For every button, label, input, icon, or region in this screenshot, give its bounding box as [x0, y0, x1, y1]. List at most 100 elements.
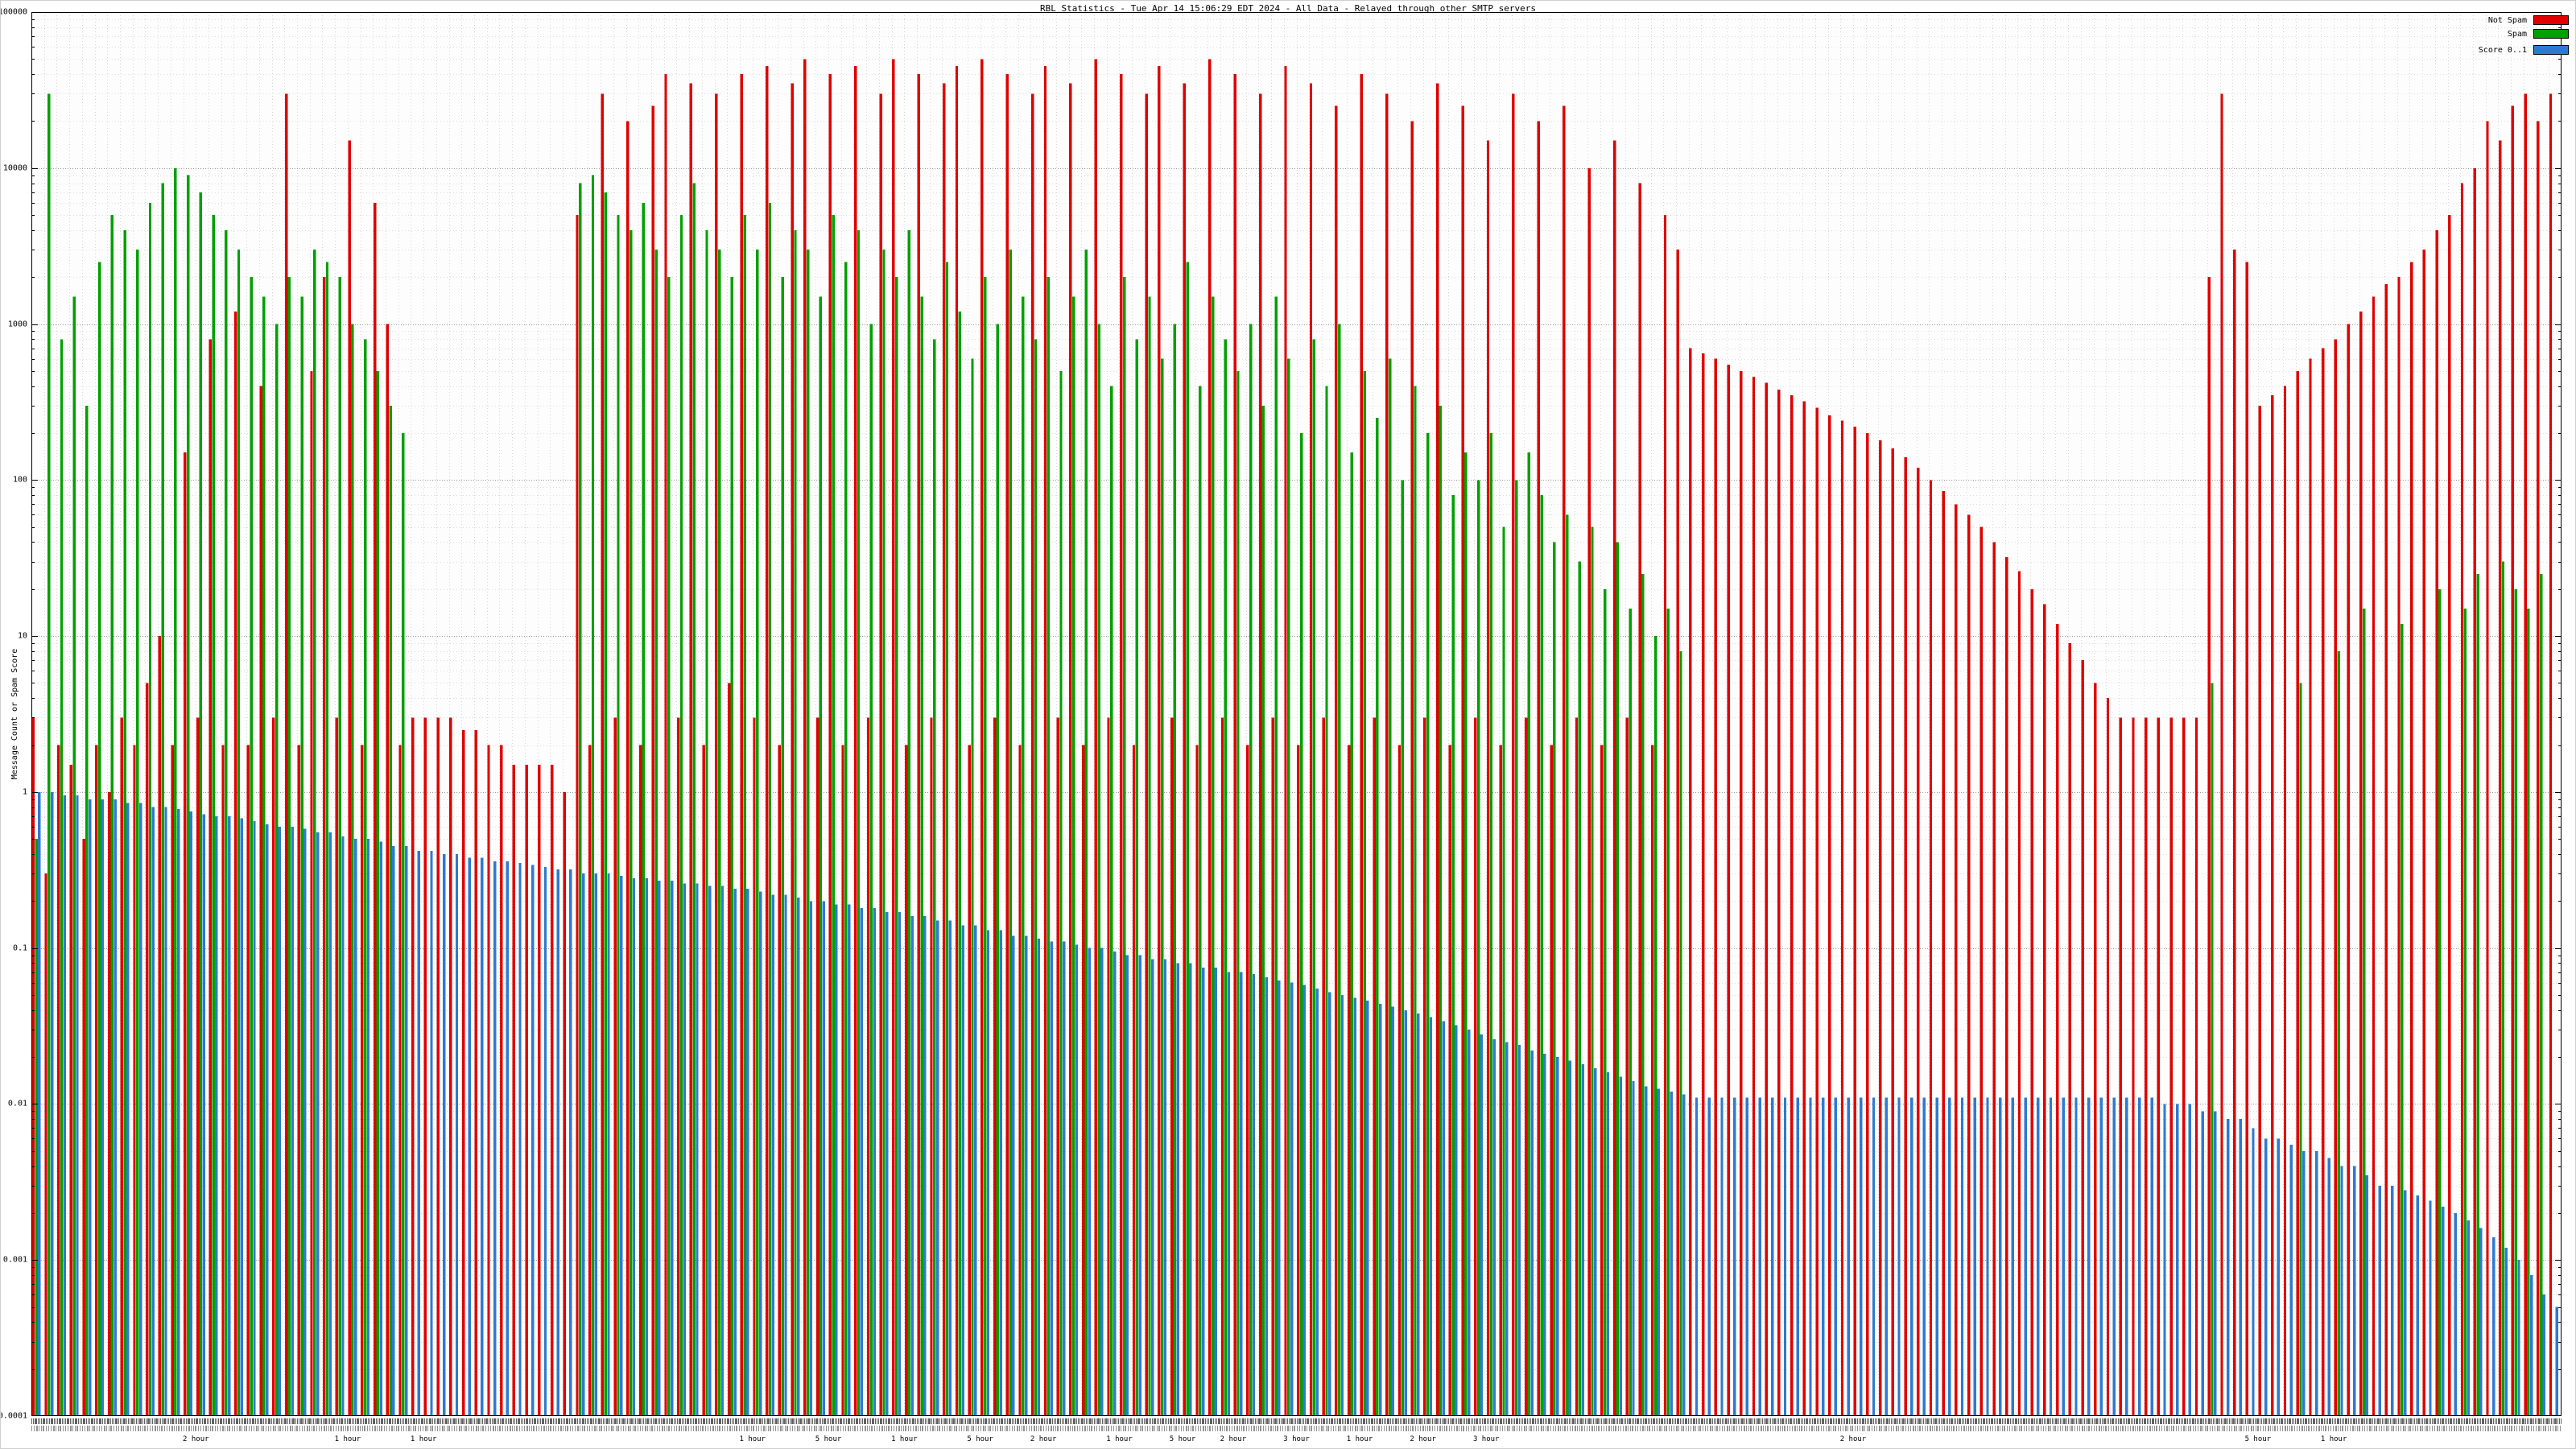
bar-spam	[1009, 250, 1012, 1416]
bar-score-0-1	[493, 861, 497, 1416]
bar-score-0-1	[2416, 1195, 2419, 1416]
bar-score-0-1	[1885, 1097, 1888, 1416]
legend-label-spam: Spam	[2507, 29, 2527, 39]
bar-spam	[262, 296, 266, 1416]
bar-spam	[2337, 650, 2340, 1416]
bar-spam	[983, 277, 987, 1416]
bar-score-0-1	[1758, 1097, 1761, 1416]
x-annotation-label: 1 hour	[1346, 1435, 1373, 1443]
bar-score-0-1	[443, 854, 446, 1416]
bar-spam	[402, 433, 405, 1416]
bar-not-spam	[145, 683, 149, 1416]
bar-score-0-1	[1720, 1097, 1724, 1416]
bar-spam	[1376, 418, 1379, 1416]
bar-spam	[2463, 608, 2467, 1416]
bar-spam	[136, 250, 139, 1416]
bar-score-0-1	[733, 888, 737, 1416]
bar-score-0-1	[2201, 1111, 2204, 1416]
bar-not-spam	[2258, 405, 2261, 1416]
bar-score-0-1	[1151, 959, 1154, 1416]
bar-score-0-1	[1771, 1097, 1774, 1416]
bar-spam	[199, 192, 203, 1416]
bar-spam	[1604, 588, 1607, 1416]
bar-score-0-1	[2099, 1097, 2103, 1416]
bar-spam	[1122, 277, 1126, 1416]
x-axis-label-band	[31, 1418, 2562, 1433]
bar-not-spam	[2321, 348, 2325, 1416]
bar-not-spam	[1929, 480, 1933, 1416]
bar-score-0-1	[847, 904, 851, 1416]
bar-score-0-1	[1227, 972, 1230, 1416]
bar-score-0-1	[986, 930, 990, 1416]
bar-not-spam	[2271, 394, 2274, 1416]
bar-not-spam	[2448, 215, 2451, 1416]
bar-not-spam	[702, 745, 705, 1416]
legend-item-spam: Spam	[2479, 29, 2569, 39]
bar-score-0-1	[670, 881, 674, 1416]
bar-spam	[97, 262, 101, 1416]
bar-not-spam	[1043, 66, 1047, 1416]
bar-not-spam	[2283, 386, 2287, 1416]
bar-score-0-1	[1530, 1051, 1534, 1416]
bar-score-0-1	[1935, 1097, 1938, 1416]
bar-not-spam	[968, 745, 971, 1416]
bar-spam	[1679, 650, 1682, 1416]
bar-not-spam	[1284, 66, 1287, 1416]
bar-score-0-1	[1265, 976, 1268, 1416]
x-axis-label-band-row-1	[31, 1418, 2562, 1424]
bar-not-spam	[2094, 683, 2097, 1416]
bar-not-spam	[2245, 262, 2249, 1416]
bar-not-spam	[398, 745, 402, 1416]
bar-score-0-1	[2087, 1097, 2091, 1416]
y-tick-label: 100	[12, 475, 27, 485]
bar-not-spam	[1777, 389, 1781, 1416]
bar-not-spam	[82, 839, 85, 1416]
bar-score-0-1	[1745, 1097, 1749, 1416]
bar-not-spam	[95, 745, 98, 1416]
x-annotation-label: 2 hour	[1839, 1435, 1867, 1443]
bar-score-0-1	[126, 803, 130, 1416]
bar-score-0-1	[1670, 1092, 1673, 1416]
bar-score-0-1	[481, 857, 484, 1416]
x-annotation-label: 1 hour	[334, 1435, 361, 1443]
bar-not-spam	[993, 717, 997, 1416]
bar-score-0-1	[379, 841, 382, 1416]
bar-not-spam	[2309, 358, 2312, 1416]
bar-not-spam	[2549, 93, 2553, 1416]
bar-not-spam	[1183, 83, 1187, 1416]
bar-spam	[1022, 296, 1025, 1416]
bar-score-0-1	[2214, 1111, 2217, 1416]
bar-not-spam	[2334, 339, 2338, 1416]
bar-not-spam	[2005, 557, 2008, 1416]
bar-score-0-1	[202, 814, 205, 1416]
bar-not-spam	[56, 745, 60, 1416]
bar-not-spam	[753, 717, 756, 1416]
x-annotation-label: 2 hour	[1220, 1435, 1247, 1443]
bar-not-spam	[1638, 183, 1641, 1416]
bar-not-spam	[1170, 717, 1174, 1416]
bar-not-spam	[1878, 440, 1882, 1416]
bar-not-spam	[2194, 717, 2198, 1416]
bar-score-0-1	[1278, 980, 1281, 1416]
bar-not-spam	[1069, 83, 1072, 1416]
bar-not-spam	[500, 745, 503, 1416]
bar-spam	[1084, 250, 1088, 1416]
bar-spam	[1578, 561, 1581, 1416]
bar-score-0-1	[2226, 1119, 2230, 1416]
bar-spam	[1211, 296, 1215, 1416]
bar-score-0-1	[2327, 1158, 2330, 1416]
bar-not-spam	[2460, 183, 2464, 1416]
bar-score-0-1	[1555, 1057, 1559, 1416]
legend-item-score: Score 0..1	[2479, 45, 2569, 55]
bar-score-0-1	[1340, 995, 1344, 1416]
bar-spam	[237, 250, 241, 1416]
bar-score-0-1	[1543, 1054, 1546, 1416]
bar-spam	[2362, 608, 2366, 1416]
bar-not-spam	[2473, 167, 2476, 1416]
bar-not-spam	[2207, 277, 2211, 1416]
x-annotation-label: 1 hour	[1106, 1435, 1133, 1443]
bar-not-spam	[930, 717, 933, 1416]
legend: Not Spam Spam Score 0..1	[2479, 15, 2569, 59]
bar-spam	[1236, 370, 1240, 1416]
bar-score-0-1	[151, 807, 155, 1416]
